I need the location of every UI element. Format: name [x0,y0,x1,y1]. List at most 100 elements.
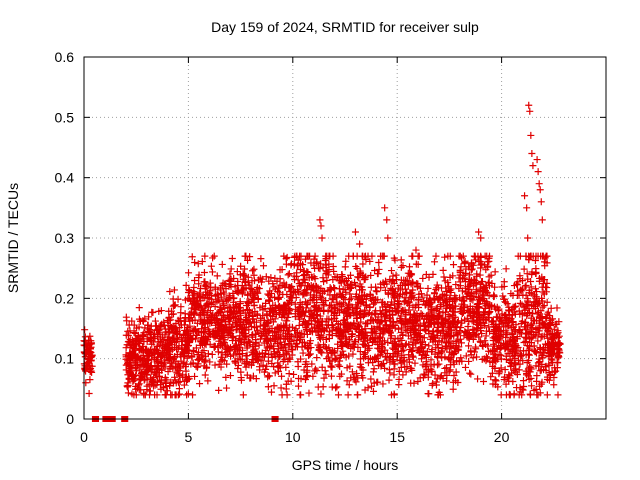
data-point [190,325,198,333]
data-point [389,356,397,364]
data-point [545,348,553,356]
data-point [217,357,225,365]
data-point [341,307,349,315]
data-point [366,304,374,312]
data-point [539,303,547,311]
data-point [274,294,282,302]
data-point [362,320,370,328]
data-point [419,338,427,346]
data-point [360,350,368,358]
data-point [405,351,413,359]
data-point [385,315,393,323]
data-point [389,272,397,280]
data-point [415,322,423,330]
data-point [233,268,241,276]
data-point [541,258,549,266]
data-point [138,374,146,382]
data-point [156,341,164,349]
data-point [402,308,410,316]
data-point [171,301,179,309]
data-point [460,308,468,316]
data-point [369,368,377,376]
data-point [317,390,325,398]
data-point [216,340,224,348]
data-point [132,357,140,365]
data-point [242,320,250,328]
data-point [405,301,413,309]
data-point [268,325,276,333]
data-point [318,363,326,371]
x-tick-label: 15 [389,429,405,445]
data-point [407,364,415,372]
data-point [478,277,486,285]
data-point [481,300,489,308]
data-point [445,367,453,375]
data-point [496,345,504,353]
data-point [356,282,364,290]
data-point [488,369,496,377]
data-point [267,274,275,282]
data-point [334,391,342,399]
data-point [404,281,412,289]
data-point [522,338,530,346]
data-point [364,310,372,318]
data-point [463,333,471,341]
data-point [263,362,271,370]
x-tick-label: 10 [285,429,301,445]
data-point [512,302,520,310]
data-point [348,368,356,376]
data-point [185,269,193,277]
data-point [343,377,351,385]
data-point [308,320,316,328]
data-point [221,304,229,312]
data-point [474,375,482,383]
data-point [460,332,468,340]
data-point [480,377,488,385]
data-point [388,278,396,286]
data-point [379,337,387,345]
data-point [211,331,219,339]
peak-point [351,228,359,236]
data-point [343,312,351,320]
data-point [229,289,237,297]
data-point [537,333,545,341]
data-point [428,312,436,320]
data-point [452,281,460,289]
data-point [301,279,309,287]
data-point [399,262,407,270]
data-point [125,374,133,382]
data-point [244,300,252,308]
data-point [132,372,140,380]
data-point [526,391,534,399]
data-point [386,369,394,377]
data-point [323,252,331,260]
data-point [143,352,151,360]
data-point [137,336,145,344]
data-point [550,345,558,353]
data-point [462,363,470,371]
x-tick-label: 5 [185,429,193,445]
y-tick-label: 0.5 [55,109,75,125]
data-point [538,273,546,281]
data-point [200,269,208,277]
data-point [349,342,357,350]
data-point [382,321,390,329]
data-point [406,263,414,271]
data-point [393,276,401,284]
data-point [493,324,501,332]
data-point [398,281,406,289]
x-tick-label: 0 [80,429,88,445]
data-point [158,366,166,374]
data-point [432,381,440,389]
data-point [227,344,235,352]
peak-point [523,204,531,212]
data-point [414,377,422,385]
data-point [206,358,214,366]
data-point [346,321,354,329]
data-point [182,281,190,289]
data-point [151,317,159,325]
data-point [291,327,299,335]
data-point [449,261,457,269]
data-point [296,391,304,399]
data-point [298,300,306,308]
